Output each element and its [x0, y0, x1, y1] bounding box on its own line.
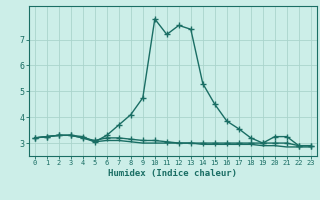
X-axis label: Humidex (Indice chaleur): Humidex (Indice chaleur): [108, 169, 237, 178]
